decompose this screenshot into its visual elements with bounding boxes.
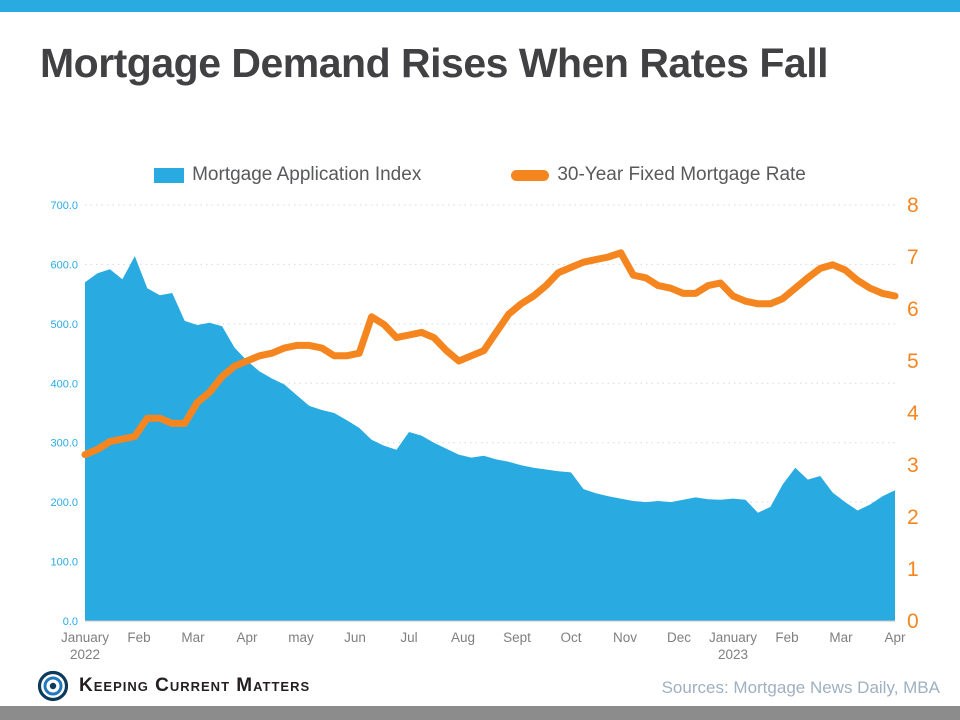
- svg-text:Feb: Feb: [127, 630, 150, 645]
- svg-text:Jun: Jun: [344, 630, 366, 645]
- svg-text:January: January: [61, 630, 109, 645]
- svg-text:Jul: Jul: [400, 630, 417, 645]
- svg-text:600.0: 600.0: [50, 259, 78, 271]
- svg-text:2: 2: [907, 506, 919, 529]
- brand-name: Keeping Current Matters: [79, 675, 311, 696]
- legend-item-application-index: Mortgage Application Index: [154, 164, 421, 186]
- svg-text:500.0: 500.0: [50, 319, 78, 331]
- svg-text:Oct: Oct: [560, 630, 581, 645]
- sources-text: Sources: Mortgage News Daily, MBA: [661, 678, 940, 697]
- legend-area-swatch-icon: [154, 167, 185, 183]
- svg-text:4: 4: [907, 402, 919, 425]
- right-axis-labels: 0 1 2 3 4 5 6 7 8: [907, 194, 919, 633]
- x-axis-labels: January 2022 Feb Mar Apr may Jun Jul Aug Sept Oct N…: [61, 630, 906, 662]
- left-axis-labels: 0.0 100.0 200.0 300.0 400.0 500.0 600.0 700.0: [50, 200, 78, 628]
- kcm-logo-icon: [37, 670, 69, 702]
- legend-label-mortgage-rate: 30-Year Fixed Mortgage Rate: [557, 164, 806, 185]
- svg-text:2023: 2023: [718, 647, 748, 662]
- svg-text:may: may: [288, 630, 314, 645]
- svg-text:0: 0: [907, 610, 919, 633]
- svg-text:2022: 2022: [70, 647, 100, 662]
- svg-text:200.0: 200.0: [50, 497, 78, 509]
- legend-item-mortgage-rate: 30-Year Fixed Mortgage Rate: [511, 164, 806, 186]
- page-title: Mortgage Demand Rises When Rates Fall: [40, 40, 829, 86]
- svg-text:100.0: 100.0: [50, 557, 78, 569]
- svg-text:January: January: [709, 630, 757, 645]
- mortgage-chart: 0.0 100.0 200.0 300.0 400.0 500.0 600.0 700.0 0 1…: [50, 194, 919, 662]
- svg-text:Sept: Sept: [503, 630, 531, 645]
- legend-line-swatch-icon: [511, 169, 550, 181]
- svg-text:5: 5: [907, 350, 919, 373]
- svg-text:300.0: 300.0: [50, 438, 78, 450]
- svg-text:Nov: Nov: [613, 630, 637, 645]
- kcm-logo: Keeping Current Matters: [36, 669, 310, 703]
- svg-text:400.0: 400.0: [50, 378, 78, 390]
- svg-text:6: 6: [907, 298, 919, 321]
- svg-text:7: 7: [907, 246, 919, 269]
- svg-text:Apr: Apr: [884, 630, 906, 645]
- svg-text:0.0: 0.0: [63, 616, 78, 628]
- svg-text:Apr: Apr: [236, 630, 258, 645]
- application-index-area: [85, 256, 895, 621]
- top-accent-bar: [0, 0, 960, 12]
- svg-text:Mar: Mar: [181, 630, 205, 645]
- svg-text:3: 3: [907, 454, 919, 477]
- svg-text:Aug: Aug: [451, 630, 475, 645]
- svg-text:8: 8: [907, 194, 919, 217]
- svg-text:Mar: Mar: [829, 630, 853, 645]
- mortgage-rate-line: [81, 249, 899, 459]
- legend-label-application-index: Mortgage Application Index: [192, 164, 422, 185]
- svg-text:700.0: 700.0: [50, 200, 78, 212]
- svg-text:Feb: Feb: [775, 630, 798, 645]
- bottom-gray-bar: [0, 706, 960, 720]
- svg-text:Dec: Dec: [667, 630, 691, 645]
- svg-text:1: 1: [907, 558, 919, 581]
- chart-legend: Mortgage Application Index 30-Year Fixed…: [0, 164, 960, 186]
